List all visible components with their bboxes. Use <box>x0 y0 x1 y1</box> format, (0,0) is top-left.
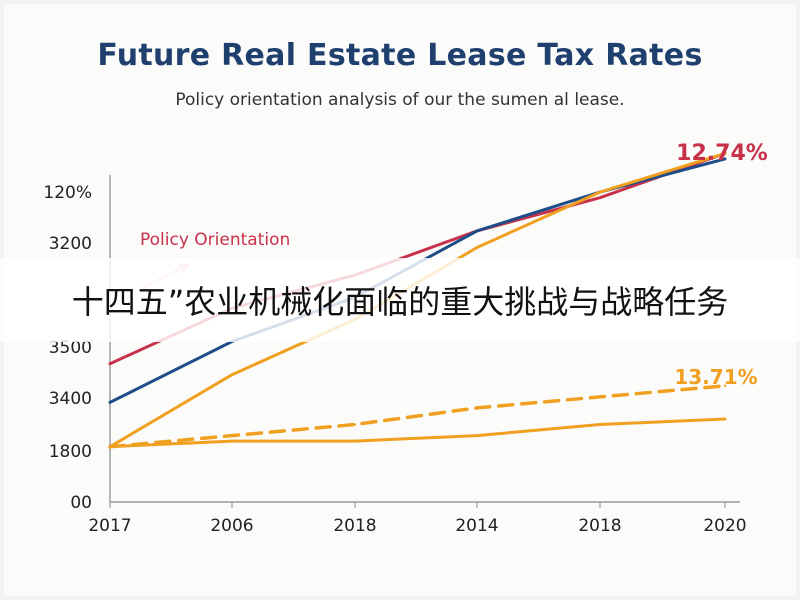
x-tick-label: 2014 <box>455 516 498 536</box>
series-3-point <box>598 190 602 194</box>
chart-tick-labels: 2017 2006 2018 2014 2018 2020 00 1800 3400 3500 32… <box>43 183 746 536</box>
x-tick-label: 2006 <box>210 516 253 536</box>
series-1-point <box>108 362 112 365</box>
y-tick-label: 3500 <box>49 338 92 358</box>
x-tick-label: 2017 <box>88 516 131 536</box>
series-line-4 <box>108 384 727 449</box>
chart-title: Future Real Estate Lease Tax Rates <box>97 38 703 73</box>
series-2-point <box>108 401 112 404</box>
caption-banner-text: 十四五”农业机械化面临的重大挑战与战略任务 <box>71 283 729 321</box>
series-line-5 <box>108 417 727 449</box>
series-4-point <box>723 384 727 387</box>
series-4-point <box>353 423 357 426</box>
series-3-point <box>475 246 479 249</box>
y-tick-label: 3400 <box>49 389 92 409</box>
x-tick-label: 2018 <box>578 516 621 536</box>
annotation-value-top: 12.74% <box>676 141 768 166</box>
y-tick-label: 3200 <box>49 234 92 254</box>
chart-subtitle: Policy orientation analysis of our the s… <box>175 90 625 110</box>
annotation-policy-orientation: Policy Orientation <box>140 230 290 250</box>
series-2-point <box>723 157 727 161</box>
y-tick-label: 1800 <box>49 442 92 462</box>
series-5-point <box>353 439 357 443</box>
series-3-point <box>723 152 727 155</box>
series-5-point <box>108 445 112 448</box>
series-5-point <box>230 439 234 443</box>
y-tick-label: 120% <box>43 183 92 203</box>
series-5-point <box>723 417 727 421</box>
series-5-point <box>598 423 602 426</box>
series-1-point <box>598 196 602 199</box>
caption-banner <box>0 258 800 342</box>
x-tick-label: 2020 <box>703 516 746 536</box>
x-tick-label: 2018 <box>333 516 376 536</box>
series-5-point <box>475 434 479 437</box>
y-tick-label: 00 <box>70 493 92 513</box>
series-4-point <box>598 395 602 399</box>
series-4-point <box>475 406 479 410</box>
annotation-value-bottom: 13.71% <box>674 365 757 389</box>
series-2-point <box>475 229 479 233</box>
chart-annotations: 12.74% 13.71% Policy Orientation <box>140 141 768 389</box>
series-4-point <box>230 434 234 437</box>
series-3-point <box>230 373 234 376</box>
